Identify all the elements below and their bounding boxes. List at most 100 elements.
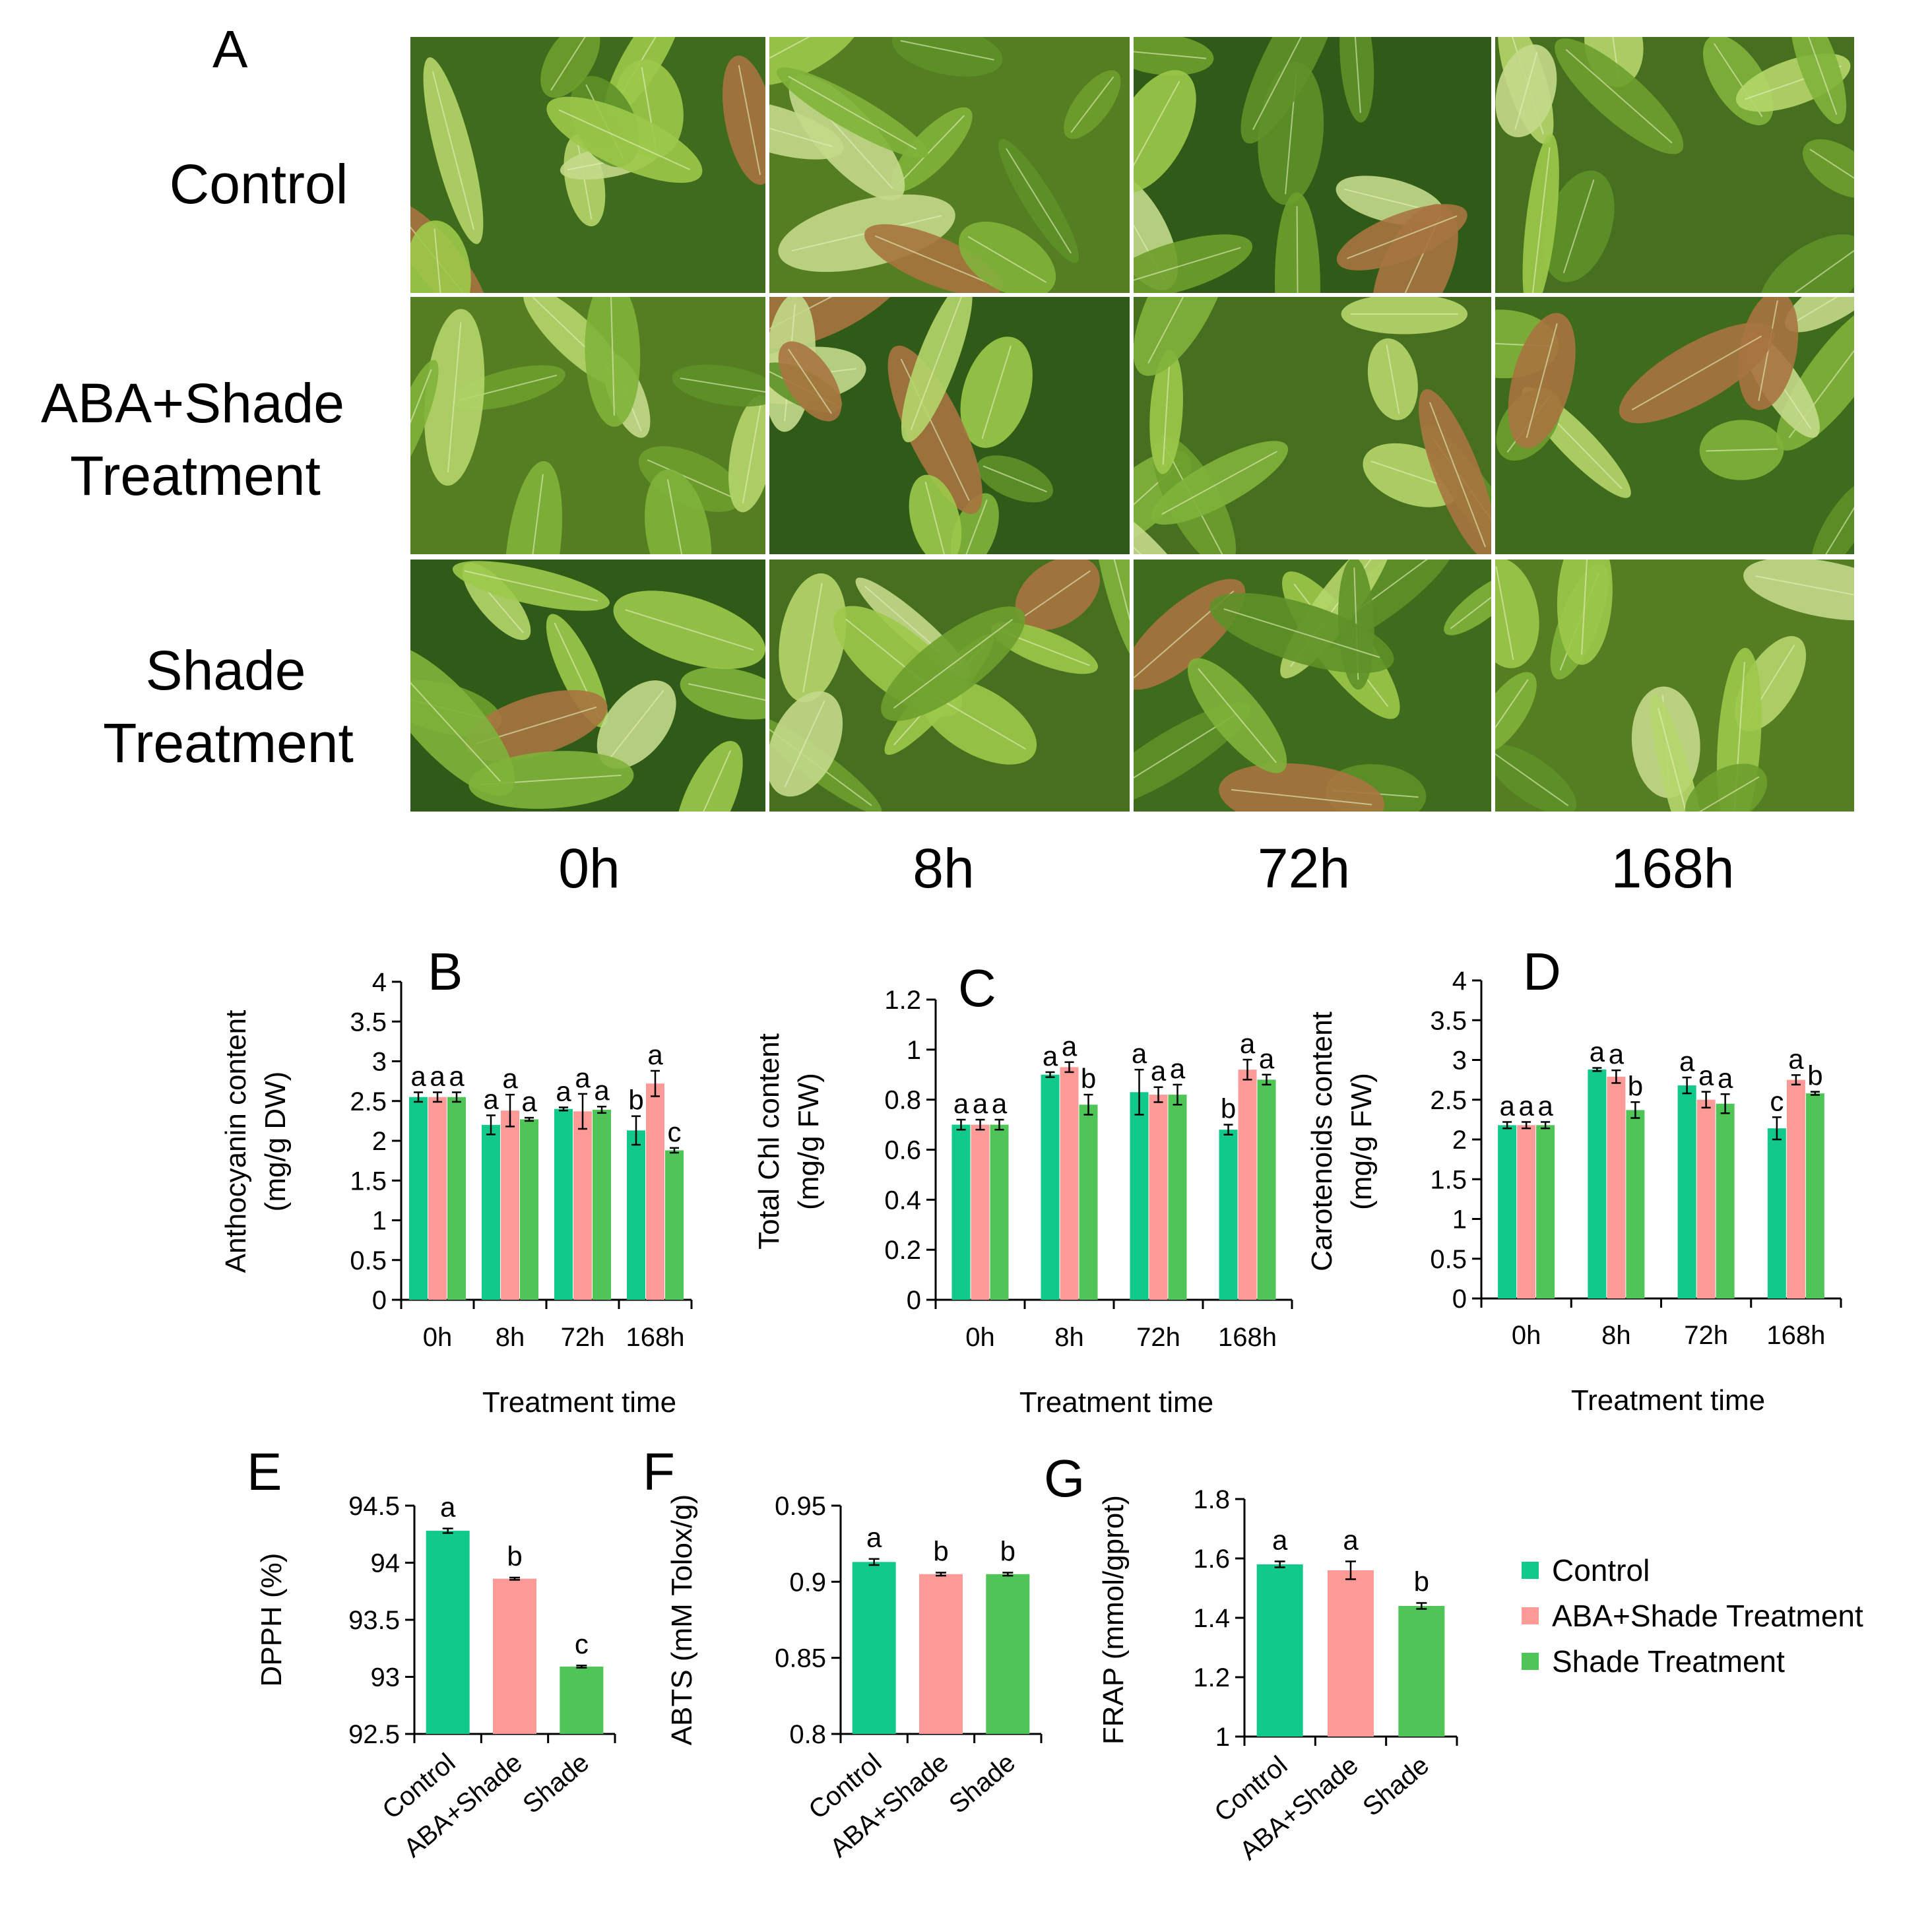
leaf-group (1495, 37, 1854, 293)
y-tick-label: 1.4 (1193, 1604, 1230, 1633)
leaf-vein (1809, 148, 1854, 189)
bar (1130, 1092, 1149, 1300)
y-axis-title: (mg/g FW) (1345, 1073, 1378, 1210)
leaf-vein (961, 499, 988, 554)
leaf-group (410, 37, 765, 293)
leaf-vein (686, 750, 732, 812)
leaf-vein (1581, 560, 1589, 655)
legend-swatch-aba-shade (1522, 1607, 1539, 1624)
leaf-group (1134, 297, 1491, 554)
y-tick-label: 0 (1452, 1285, 1467, 1314)
leaf-vein (647, 459, 735, 499)
significance-letter: a (1718, 1062, 1733, 1093)
leaf-vein (769, 111, 833, 148)
x-tick-label: 8h (1054, 1323, 1084, 1352)
leaf-vein (410, 658, 501, 782)
y-tick-label: 4 (372, 968, 387, 997)
photo-r2-c3 (1134, 297, 1491, 554)
bar (1805, 1093, 1824, 1298)
x-tick-label: Shade (517, 1748, 595, 1819)
legend-swatch-shade (1522, 1653, 1539, 1670)
leaf-vein (1134, 713, 1238, 799)
leaf-vein (1531, 147, 1551, 293)
panel-f-letter: F (643, 1442, 675, 1501)
leaf-group (769, 560, 1130, 812)
leaf-vein (666, 479, 690, 554)
leaf-vein (610, 297, 615, 416)
leaf-vein (1147, 297, 1215, 364)
leaf-vein (1799, 37, 1838, 115)
bar (1716, 1103, 1735, 1298)
y-tick-label: 1.2 (884, 986, 921, 1015)
bar (1060, 1067, 1079, 1300)
leaf-vein (1161, 451, 1277, 515)
leaf-group (1495, 297, 1854, 554)
y-tick-label: 0.95 (775, 1492, 826, 1521)
leaf-vein (1024, 570, 1091, 617)
y-tick-label: 0.85 (775, 1644, 826, 1673)
significance-letter: a (410, 1060, 426, 1091)
bar (501, 1110, 519, 1300)
photo-r3-c3 (1134, 560, 1491, 812)
leaf-vein (900, 40, 994, 61)
bar (493, 1578, 536, 1734)
x-tick-label: 0h (1512, 1321, 1541, 1350)
col-label-72h: 72h (1258, 837, 1350, 899)
significance-letter: a (430, 1060, 445, 1091)
y-axis-title: DPPH (%) (255, 1553, 288, 1687)
significance-letter: b (1081, 1063, 1096, 1094)
y-tick-label: 0 (372, 1286, 387, 1315)
row-label-shade-line2: Treatment (103, 712, 354, 774)
leaf-vein (802, 583, 823, 693)
significance-letter: a (1272, 1525, 1288, 1556)
leaf-vein (1347, 215, 1458, 259)
y-tick-label: 2 (1452, 1126, 1467, 1155)
significance-letter: a (502, 1063, 518, 1094)
photo-r3-c2 (769, 560, 1130, 812)
significance-letter: a (953, 1088, 969, 1119)
significance-letter: a (1132, 1038, 1147, 1069)
significance-letter: a (1062, 1031, 1078, 1062)
bar (1168, 1095, 1187, 1300)
leaf-vein (1526, 323, 1558, 438)
leaf-vein (1495, 679, 1529, 748)
x-tick-label: 8h (1601, 1321, 1631, 1350)
y-tick-label: 0.8 (789, 1720, 826, 1749)
leaf-vein (1692, 776, 1760, 812)
significance-letter: a (1788, 1043, 1804, 1074)
bar (428, 1097, 447, 1300)
bar (1626, 1110, 1645, 1298)
bar (1149, 1095, 1168, 1300)
photo-r2-c2 (769, 297, 1130, 554)
y-tick-label: 0.8 (884, 1086, 921, 1115)
significance-letter: a (973, 1088, 988, 1119)
significance-letter: a (1590, 1037, 1605, 1068)
x-tick-label: 168h (1218, 1323, 1277, 1352)
significance-letter: a (1043, 1040, 1058, 1072)
leaf-vein (1429, 402, 1486, 548)
panel-e-letter: E (247, 1442, 282, 1501)
y-tick-label: 3 (372, 1048, 387, 1077)
y-tick-label: 1.6 (1193, 1545, 1230, 1574)
y-tick-label: 1 (1215, 1723, 1230, 1752)
panel-a: A Control ABA+Shade Treatment Shade Trea… (41, 20, 1854, 899)
y-tick-label: 0.6 (884, 1136, 921, 1165)
bar (919, 1574, 963, 1734)
legend: Control ABA+Shade Treatment Shade Treatm… (1522, 1553, 1863, 1679)
leaf-vein (1514, 51, 1538, 130)
leaf-vein (893, 619, 1014, 709)
y-tick-label: 1 (372, 1207, 387, 1236)
y-tick-label: 2 (372, 1127, 387, 1156)
y-tick-label: 94.5 (348, 1492, 400, 1521)
leaf-vein (1162, 359, 1171, 465)
x-tick-label: Shade (1357, 1750, 1434, 1822)
leaf-vein (1562, 179, 1595, 274)
photo-r1-c4 (1495, 37, 1854, 293)
panel-g-letter: G (1044, 1449, 1085, 1508)
col-label-0h: 0h (558, 837, 620, 899)
leaf-group (410, 561, 765, 812)
leaf-vein (910, 297, 963, 430)
x-axis-title: Treatment time (482, 1386, 676, 1419)
